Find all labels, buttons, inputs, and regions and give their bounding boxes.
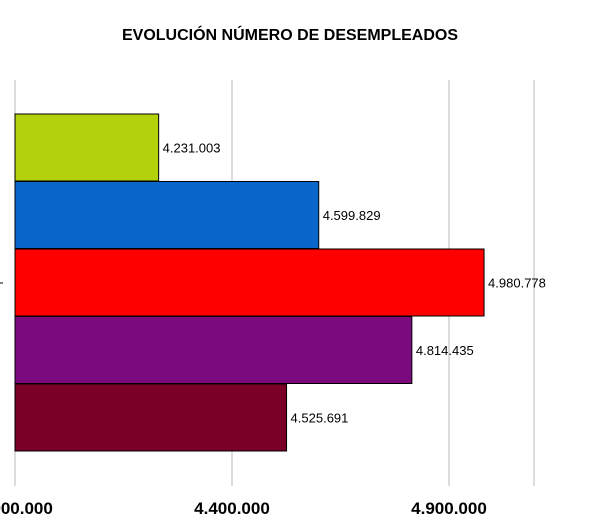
data-labels: 4.231.003 4.599.829 4.980.778 4.814.435 4.52…	[163, 141, 546, 426]
chart-title: EVOLUCIÓN NÚMERO DE DESEMPLEADOS	[122, 25, 458, 44]
bar	[14, 316, 413, 384]
bar	[14, 248, 485, 317]
data-label: 4.525.691	[291, 411, 349, 426]
x-axis-tick-labels: 3.900.000 4.400.000 4.900.000	[0, 499, 487, 518]
tick-label: 4.900.000	[411, 499, 487, 518]
tick-label: 3.900.000	[0, 499, 53, 518]
bar	[14, 181, 320, 249]
bar	[14, 113, 160, 182]
tick-label: 4.400.000	[194, 499, 270, 518]
data-label: 4.599.829	[323, 208, 381, 223]
data-label: 4.231.003	[163, 141, 221, 156]
data-label: 4.980.778	[488, 276, 546, 291]
bars	[14, 113, 485, 452]
data-label: 4.814.435	[416, 343, 474, 358]
bar	[14, 383, 288, 452]
